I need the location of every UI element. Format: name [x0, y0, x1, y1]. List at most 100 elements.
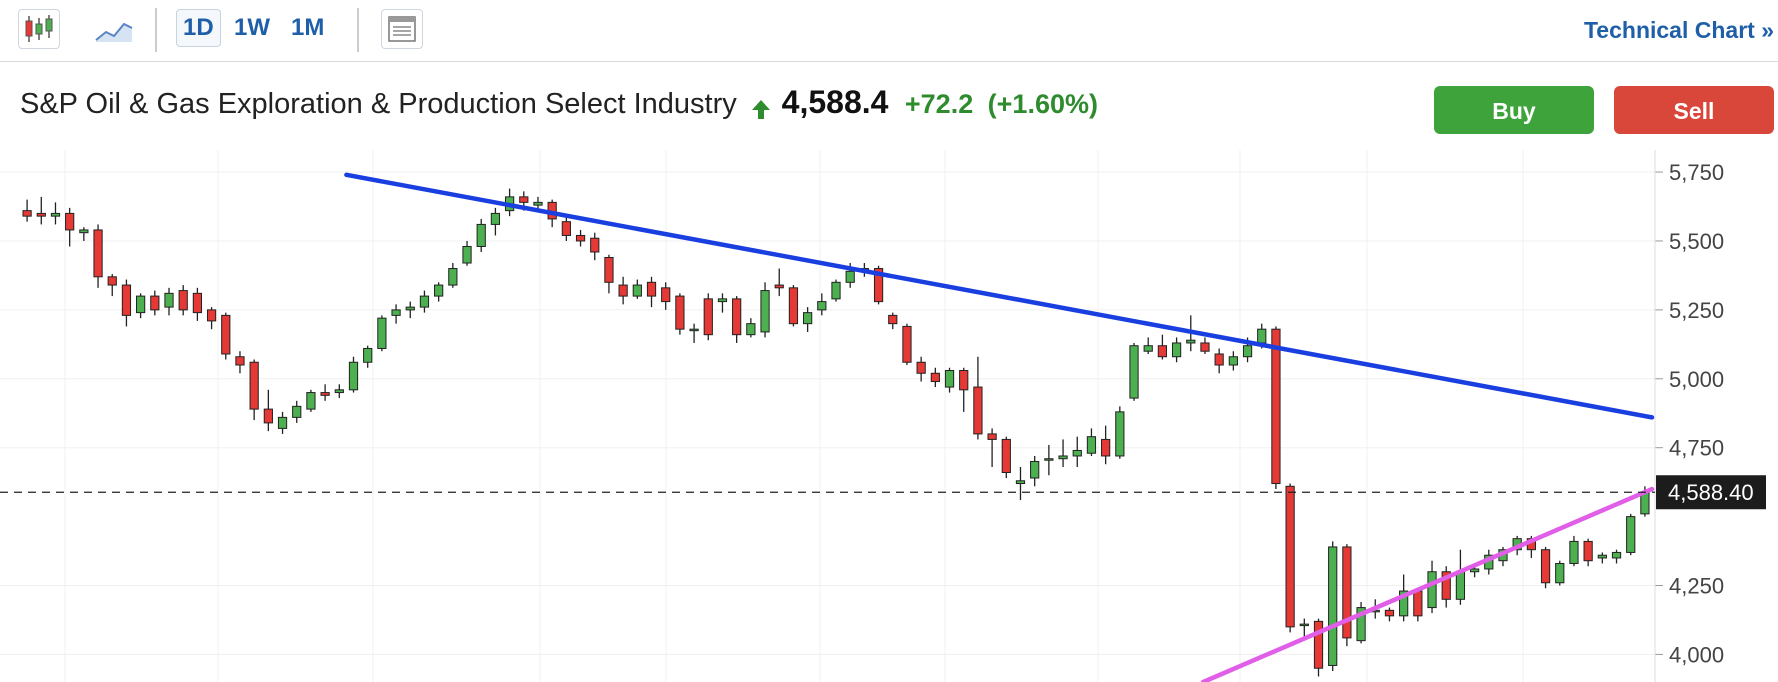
candle-body[interactable]: [1611, 551, 1622, 559]
candle-body[interactable]: [1072, 449, 1082, 457]
candle-body[interactable]: [533, 201, 543, 206]
candle-body[interactable]: [1101, 438, 1111, 457]
candle-body[interactable]: [391, 309, 401, 316]
candle-body[interactable]: [973, 386, 983, 435]
candle-body[interactable]: [788, 287, 799, 325]
candle-body[interactable]: [1171, 342, 1182, 358]
candlestick-chart-button[interactable]: [18, 9, 60, 49]
candle-body[interactable]: [277, 416, 288, 429]
candle-body[interactable]: [1285, 485, 1295, 628]
candle-body[interactable]: [434, 284, 444, 297]
candle-body[interactable]: [1469, 568, 1480, 573]
candle-body[interactable]: [888, 314, 898, 325]
candle-body[interactable]: [916, 361, 926, 374]
candle-body[interactable]: [22, 210, 32, 217]
candle-body[interactable]: [50, 212, 61, 217]
candle-body[interactable]: [817, 301, 827, 311]
candle-body[interactable]: [79, 229, 89, 234]
sell-button[interactable]: Sell: [1614, 86, 1774, 134]
candle-body[interactable]: [632, 284, 642, 297]
candle-body[interactable]: [107, 276, 117, 286]
candle-body[interactable]: [1299, 623, 1309, 627]
candle-body[interactable]: [732, 298, 742, 336]
candle-body[interactable]: [164, 292, 174, 308]
candle-body[interactable]: [93, 229, 103, 278]
candle-body[interactable]: [1228, 356, 1238, 366]
timeframe-1d[interactable]: 1D: [176, 9, 221, 47]
candle-body[interactable]: [1257, 328, 1267, 344]
candle-body[interactable]: [1214, 353, 1224, 366]
candle-body[interactable]: [1115, 411, 1125, 457]
candle-body[interactable]: [490, 212, 501, 225]
candle-body[interactable]: [618, 284, 628, 297]
candle-body[interactable]: [178, 290, 188, 311]
candle-body[interactable]: [1384, 609, 1395, 617]
candle-body[interactable]: [448, 268, 458, 286]
candle-body[interactable]: [192, 292, 203, 314]
candle-body[interactable]: [263, 408, 273, 424]
candle-body[interactable]: [561, 221, 571, 236]
candle-body[interactable]: [1328, 546, 1338, 666]
candle-body[interactable]: [320, 392, 330, 396]
resistance-trendline[interactable]: [344, 172, 1655, 420]
layout-button[interactable]: [381, 9, 423, 49]
candle-body[interactable]: [121, 284, 132, 316]
candle-body[interactable]: [1001, 438, 1011, 474]
candle-body[interactable]: [1086, 436, 1097, 454]
candle-body[interactable]: [604, 257, 614, 283]
candle-body[interactable]: [519, 196, 529, 203]
candle-body[interactable]: [206, 309, 217, 322]
line-chart-button[interactable]: [92, 12, 136, 48]
support-trendline[interactable]: [1200, 486, 1655, 682]
candle-body[interactable]: [774, 284, 784, 289]
timeframe-1w[interactable]: 1W: [234, 14, 270, 41]
candle-body[interactable]: [306, 392, 316, 410]
candle-body[interactable]: [661, 287, 671, 303]
candle-body[interactable]: [575, 234, 586, 242]
candle-body[interactable]: [1569, 540, 1579, 564]
candle-body[interactable]: [1427, 571, 1437, 609]
price-chart[interactable]: 5,750 5,500 5,250 5,000 4,750 4,250 4,000 4,588…: [0, 150, 1778, 682]
candle-body[interactable]: [930, 372, 940, 383]
candle-body[interactable]: [1242, 345, 1253, 358]
candle-body[interactable]: [1030, 460, 1040, 479]
candle-body[interactable]: [36, 212, 46, 217]
candle-body[interactable]: [1313, 620, 1324, 669]
candle-body[interactable]: [1157, 345, 1168, 358]
candle-body[interactable]: [746, 323, 756, 336]
candle-body[interactable]: [1583, 540, 1593, 562]
candle-body[interactable]: [1540, 549, 1551, 584]
candle-body[interactable]: [1186, 339, 1196, 344]
buy-button[interactable]: Buy: [1434, 86, 1594, 134]
candle-body[interactable]: [675, 295, 685, 330]
candle-body[interactable]: [831, 281, 841, 300]
candle-body[interactable]: [902, 325, 912, 363]
candle-body[interactable]: [717, 298, 728, 303]
candle-body[interactable]: [959, 370, 969, 391]
candle-body[interactable]: [873, 268, 884, 303]
candle-body[interactable]: [1626, 516, 1636, 553]
candle-body[interactable]: [1271, 328, 1281, 485]
candle-body[interactable]: [419, 295, 430, 308]
technical-chart-link[interactable]: Technical Chart »: [1583, 17, 1774, 43]
candle-body[interactable]: [703, 298, 713, 336]
candle-body[interactable]: [1441, 571, 1451, 600]
candle-body[interactable]: [1413, 590, 1423, 617]
candle-body[interactable]: [1455, 571, 1466, 600]
candle-body[interactable]: [646, 281, 657, 297]
candle-body[interactable]: [476, 223, 486, 247]
candle-body[interactable]: [1597, 554, 1607, 559]
candle-body[interactable]: [363, 347, 373, 363]
candle-body[interactable]: [136, 295, 146, 314]
candle-body[interactable]: [1044, 458, 1054, 461]
timeframe-1m[interactable]: 1M: [291, 14, 325, 41]
candle-body[interactable]: [377, 317, 387, 349]
candle-body[interactable]: [348, 361, 359, 391]
candle-body[interactable]: [944, 370, 955, 388]
candle-body[interactable]: [65, 212, 75, 231]
candle-body[interactable]: [1143, 345, 1153, 352]
candle-body[interactable]: [590, 237, 600, 253]
candle-body[interactable]: [1058, 455, 1068, 460]
candle-body[interactable]: [405, 306, 415, 311]
candle-body[interactable]: [845, 270, 855, 283]
